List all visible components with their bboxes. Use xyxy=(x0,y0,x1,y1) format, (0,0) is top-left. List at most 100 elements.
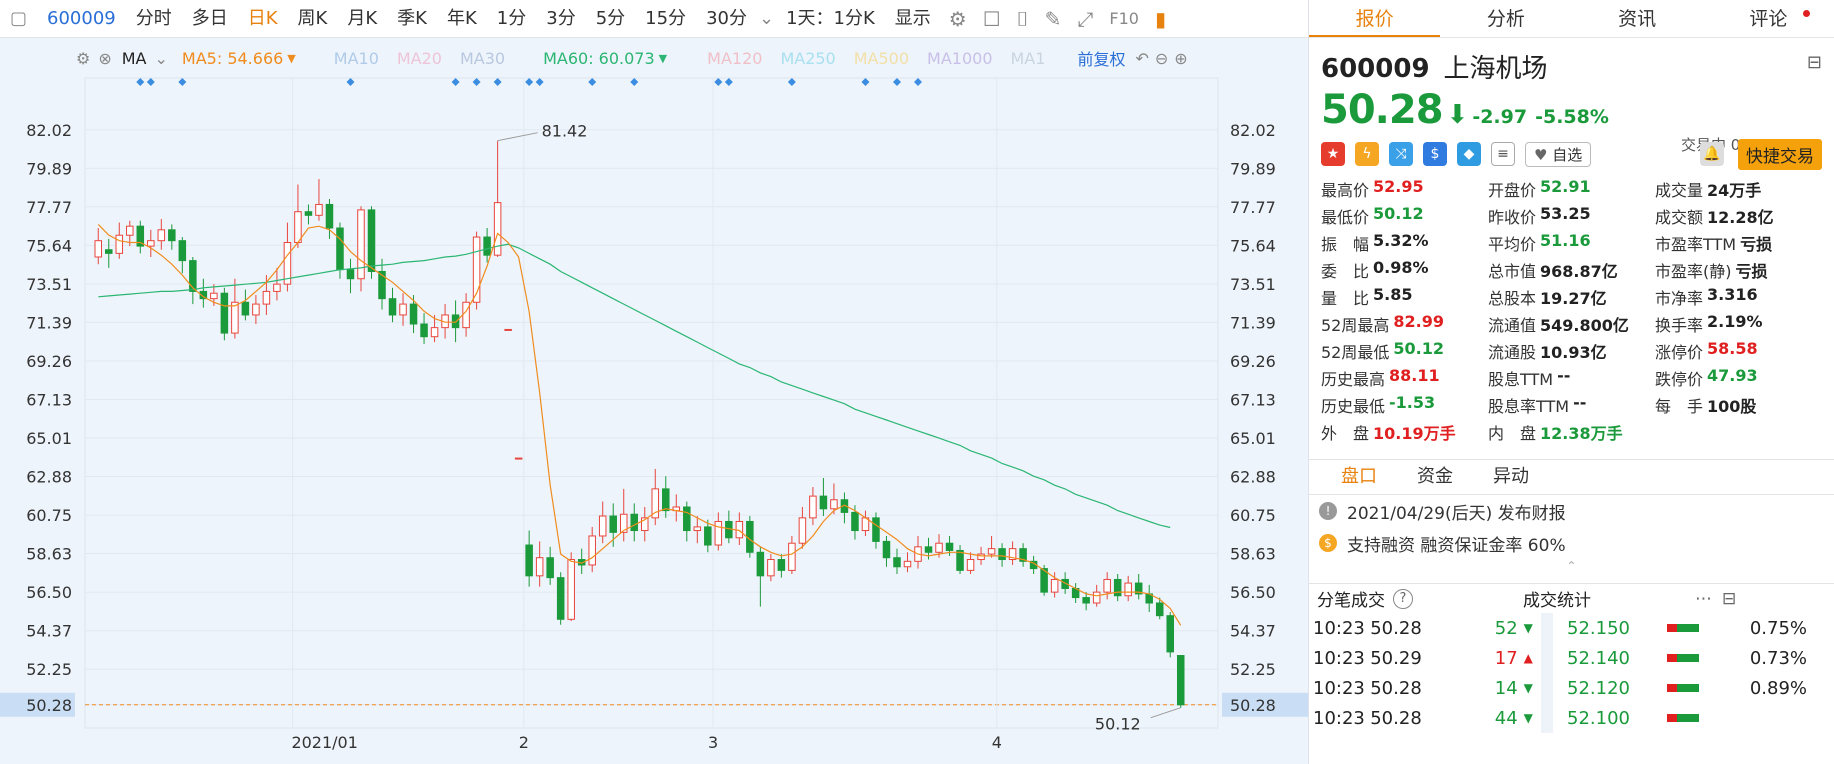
period-tab-quarterly[interactable]: 季K xyxy=(397,7,427,29)
period-tab-5min[interactable]: 5分 xyxy=(595,7,626,29)
candle-body xyxy=(1166,615,1174,653)
layout-icon[interactable]: ▢ xyxy=(10,7,28,29)
stat-cell: 开盘价 52.91 xyxy=(1488,177,1655,201)
stat-cell: 昨收价 53.25 xyxy=(1488,204,1655,228)
ma60-label[interactable]: MA60: 60.073 xyxy=(543,48,655,68)
candle-body xyxy=(546,557,554,579)
chevron-down-icon[interactable]: ⌄ xyxy=(758,7,775,29)
china-flag-icon[interactable]: ★ xyxy=(1321,142,1345,166)
candle-body xyxy=(378,270,386,300)
y-tick-left: 77.77 xyxy=(26,198,72,217)
deal-row: 52.120 0.89% xyxy=(1567,673,1823,703)
ma1000-label[interactable]: MA1000 xyxy=(927,48,993,68)
chevron-down-icon[interactable]: ⌄ xyxy=(154,48,168,68)
ma-type-select[interactable]: MA xyxy=(121,48,147,68)
caret-down-icon[interactable]: ▼ xyxy=(658,51,668,65)
stock-code[interactable]: 600009 xyxy=(47,7,116,29)
ma120-label[interactable]: MA120 xyxy=(707,48,763,68)
period-tab-3min[interactable]: 3分 xyxy=(546,7,576,29)
period-tab-monthly[interactable]: 月K xyxy=(347,7,378,29)
period-tab-15min[interactable]: 15分 xyxy=(645,7,687,29)
ma250-label[interactable]: MA250 xyxy=(780,48,836,68)
period-tab-weekly[interactable]: 周K xyxy=(297,7,328,29)
deal-row: 52.150 0.75% xyxy=(1567,613,1823,643)
range-select[interactable]: 1天：1分K xyxy=(786,7,875,29)
collapse-icon[interactable]: ⊟ xyxy=(1722,588,1737,609)
period-tab-1min[interactable]: 1分 xyxy=(496,7,527,29)
candle-body xyxy=(630,513,639,532)
y-tick-right: 54.37 xyxy=(1230,622,1276,641)
candle-body xyxy=(157,229,166,242)
dollar-icon[interactable]: $ xyxy=(1423,142,1447,166)
earnings-notice[interactable]: ! 2021/04/29(后天) 发布财报 xyxy=(1309,495,1834,527)
tab-analysis[interactable]: 分析 xyxy=(1486,8,1525,30)
tab-comments[interactable]: 评论 xyxy=(1703,0,1834,37)
fullscreen-icon[interactable]: ⤢ xyxy=(1077,6,1094,31)
trade-time: 10:23 xyxy=(1313,707,1365,729)
period-tab-30min[interactable]: 30分 xyxy=(706,7,747,29)
add-watchlist-button[interactable]: ♥ 自选 xyxy=(1525,141,1592,167)
y-tick-left: 60.75 xyxy=(26,506,72,525)
caret-down-icon[interactable]: ▼ xyxy=(287,51,296,65)
candle-body xyxy=(94,240,103,258)
zoom-out-icon[interactable]: ⊖ xyxy=(1154,48,1169,68)
gear-icon[interactable]: ⚙ xyxy=(948,6,967,31)
gear-icon[interactable]: ⚙ xyxy=(76,48,91,68)
camera-icon[interactable]: ⌷ xyxy=(1016,6,1029,31)
stats-row: 历史最低 -1.53 股息率TTM -- 每 手 100股 xyxy=(1321,391,1822,418)
zoom-in-icon[interactable]: ⊕ xyxy=(1174,48,1188,68)
stats-row: 历史最高 88.11 股息TTM -- 跌停价 47.93 xyxy=(1321,364,1822,391)
lightning-icon[interactable]: ϟ xyxy=(1355,142,1379,166)
pencil-icon[interactable]: ✎ xyxy=(1044,6,1062,31)
panel-toggle-icon[interactable]: ▮ xyxy=(1154,6,1166,31)
candle-body xyxy=(882,540,891,559)
sidebar-toggle-icon[interactable]: ⊟ xyxy=(1806,52,1822,73)
candle-body xyxy=(525,544,533,577)
f10-icon[interactable]: F10 xyxy=(1109,9,1139,28)
trade-row: 10:23 50.28 44 ▼ xyxy=(1309,703,1541,733)
help-icon[interactable]: ? xyxy=(1393,588,1413,609)
ma500-label[interactable]: MA500 xyxy=(853,48,910,68)
shuffle-icon[interactable]: ⤨ xyxy=(1389,142,1413,166)
document-icon[interactable]: ≡ xyxy=(1491,142,1515,166)
candle-body xyxy=(683,506,691,532)
ma30-label[interactable]: MA30 xyxy=(459,48,506,68)
triangle-down-icon: ▼ xyxy=(1523,681,1533,695)
subtab-movement[interactable]: 异动 xyxy=(1493,466,1529,487)
close-icon[interactable]: ⊗ xyxy=(98,48,112,68)
kline-chart[interactable]: ⚙ ⊗ MA ⌄ MA5: 54.666 ▼ MA10 MA20 MA30 MA… xyxy=(0,38,1308,764)
adjust-select[interactable]: 前复权 xyxy=(1077,50,1126,69)
period-tab-fenshi[interactable]: 分时 xyxy=(135,7,172,29)
period-tab-multiday[interactable]: 多日 xyxy=(191,7,228,29)
subtab-funds[interactable]: 资金 xyxy=(1417,466,1453,487)
period-tab-yearly[interactable]: 年K xyxy=(446,7,477,29)
collapse-icon[interactable]: ⌃ xyxy=(1566,559,1577,573)
period-tab-daily[interactable]: 日K xyxy=(247,7,278,29)
price-change-percent: -5.58% xyxy=(1535,106,1609,128)
ma5-label[interactable]: MA5: 54.666 xyxy=(181,48,284,68)
ma5-line xyxy=(97,223,1182,626)
bell-icon[interactable]: 🔔 xyxy=(1700,142,1724,166)
ma20-label[interactable]: MA20 xyxy=(396,48,442,68)
tab-news[interactable]: 资讯 xyxy=(1618,8,1657,30)
candle-body xyxy=(304,211,313,216)
square-icon[interactable]: ☐ xyxy=(982,6,1001,31)
candle-body xyxy=(514,457,523,460)
y-tick-left: 73.51 xyxy=(26,275,72,294)
event-marker xyxy=(535,78,544,86)
undo-icon[interactable]: ↶ xyxy=(1135,48,1149,68)
ma1-label[interactable]: MA1 xyxy=(1010,48,1046,68)
more-icon[interactable]: ⋯ xyxy=(1695,588,1712,609)
stat-key: 历史最高 xyxy=(1321,369,1386,389)
stat-value: 47.93 xyxy=(1707,365,1758,385)
ma10-label[interactable]: MA10 xyxy=(333,48,379,68)
display-menu[interactable]: 显示 xyxy=(894,7,931,29)
subtab-order-book[interactable]: 盘口 xyxy=(1341,466,1377,487)
scrollbar[interactable] xyxy=(1541,613,1553,733)
tag-icon[interactable]: ◆ xyxy=(1457,142,1481,166)
margin-notice[interactable]: $ 支持融资 融资保证金率 60% xyxy=(1309,527,1834,559)
kline-plot[interactable]: 82.02 82.02 79.89 79.89 77.77 77.77 75.64 75.64… xyxy=(0,38,1308,764)
candle-body xyxy=(556,577,565,620)
fast-trade-button[interactable]: 快捷交易 xyxy=(1738,138,1822,170)
tab-quote[interactable]: 报价 xyxy=(1309,0,1441,37)
